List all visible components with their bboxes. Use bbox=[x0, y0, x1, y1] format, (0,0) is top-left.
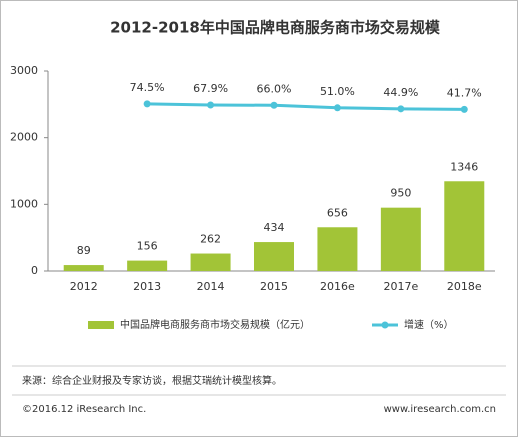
bar bbox=[317, 227, 358, 271]
bar-label: 434 bbox=[264, 221, 285, 234]
bar-label: 1346 bbox=[450, 160, 478, 173]
bar bbox=[63, 265, 104, 271]
legend-label: 中国品牌电商服务商市场交易规模（亿元） bbox=[120, 318, 310, 331]
line-point bbox=[143, 100, 151, 108]
y-tick-label: 1000 bbox=[10, 197, 38, 210]
line-label: 74.5% bbox=[130, 81, 165, 94]
x-tick-label: 2016e bbox=[320, 280, 355, 293]
line-point bbox=[397, 105, 405, 113]
bar-label: 156 bbox=[137, 240, 158, 253]
y-tick-label: 0 bbox=[31, 264, 38, 277]
line bbox=[147, 102, 465, 111]
bar bbox=[127, 260, 168, 271]
bar-label: 89 bbox=[77, 244, 91, 257]
line-label: 67.9% bbox=[193, 82, 228, 95]
bar bbox=[190, 253, 231, 271]
x-tick-label: 2014 bbox=[197, 280, 225, 293]
bar bbox=[380, 207, 421, 271]
x-tick-label: 2017e bbox=[383, 280, 418, 293]
y-tick-label: 2000 bbox=[10, 131, 38, 144]
website: www.iresearch.com.cn bbox=[384, 404, 496, 415]
bar bbox=[444, 181, 485, 271]
bar-label: 262 bbox=[200, 233, 221, 246]
line-label: 66.0% bbox=[257, 82, 292, 95]
source: 来源：综合企业财报及专家访谈，根据艾瑞统计模型核算。 bbox=[22, 374, 282, 387]
line-label: 51.0% bbox=[320, 85, 355, 98]
line-point bbox=[207, 101, 215, 109]
x-tick-label: 2015 bbox=[260, 280, 288, 293]
line-label: 44.9% bbox=[383, 86, 418, 99]
line-point bbox=[270, 101, 278, 109]
y-tick-label: 3000 bbox=[10, 64, 38, 77]
bar bbox=[254, 242, 294, 271]
legend-swatch bbox=[88, 321, 114, 329]
bar-label: 950 bbox=[390, 187, 411, 200]
chart-title: 2012-2018年中国品牌电商服务商市场交易规模 bbox=[110, 19, 441, 37]
legend-label: 增速（%） bbox=[404, 318, 454, 331]
line-point bbox=[333, 104, 341, 112]
x-tick-label: 2013 bbox=[133, 280, 161, 293]
x-tick-label: 2018e bbox=[447, 280, 482, 293]
x-tick-label: 2012 bbox=[70, 280, 98, 293]
legend-swatch bbox=[381, 321, 389, 329]
copyright: ©2016.12 iResearch Inc. bbox=[22, 404, 146, 415]
line-label: 41.7% bbox=[447, 86, 482, 99]
bar-label: 656 bbox=[327, 206, 348, 219]
line-point bbox=[460, 105, 468, 113]
